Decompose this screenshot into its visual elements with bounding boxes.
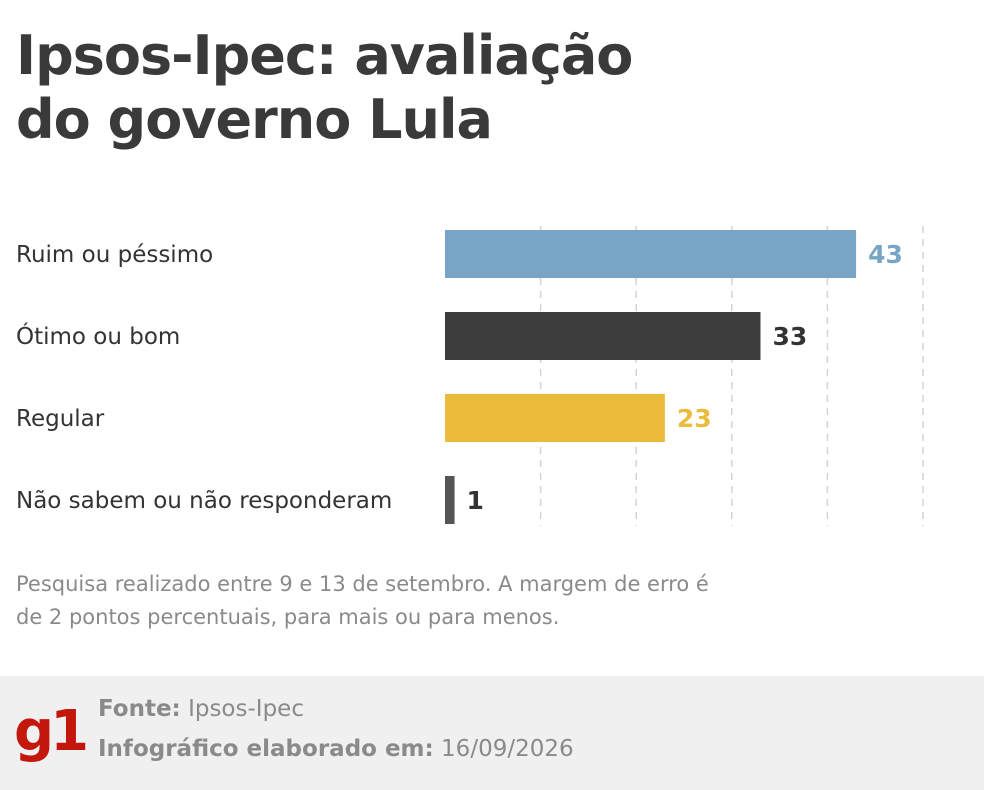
date-line: Infográfico elaborado em: 16/09/2026 — [98, 736, 574, 762]
footer: g1 Fonte: Ipsos-Ipec Infográfico elabora… — [0, 676, 984, 790]
source-line: Fonte: Ipsos-Ipec — [98, 696, 304, 722]
bar — [445, 394, 665, 442]
value-label: 23 — [677, 404, 712, 433]
category-label: Ótimo ou bom — [16, 322, 180, 350]
value-label: 33 — [772, 322, 807, 351]
bars: Ruim ou péssimo 43 Ótimo ou bom 33 Regular 23… — [16, 230, 903, 524]
date-value: 16/09/2026 — [441, 736, 574, 762]
category-label: Regular — [16, 406, 105, 432]
source-value: Ipsos-Ipec — [188, 696, 304, 722]
chart-title-line-2: do governo Lula — [16, 88, 493, 151]
date-label: Infográfico elaborado em: — [98, 736, 434, 762]
category-label: Ruim ou péssimo — [16, 242, 213, 268]
bar-chart: Ruim ou péssimo 43 Ótimo ou bom 33 Regular 23… — [16, 226, 924, 526]
value-label: 1 — [467, 486, 484, 515]
gridlines — [539, 226, 924, 526]
methodology-note: Pesquisa realizado entre 9 e 13 de setem… — [16, 572, 709, 629]
g1-logo: g1 — [14, 699, 89, 764]
source-label: Fonte: — [98, 696, 181, 722]
chart-title-line-1: Ipsos-Ipec: avaliação — [16, 24, 633, 87]
bar — [445, 476, 455, 524]
chart-title: Ipsos-Ipec: avaliação do governo Lula — [16, 24, 633, 152]
bar — [445, 230, 857, 278]
value-label: 43 — [868, 240, 903, 269]
bar — [445, 312, 761, 360]
category-label: Não sabem ou não responderam — [16, 488, 392, 514]
